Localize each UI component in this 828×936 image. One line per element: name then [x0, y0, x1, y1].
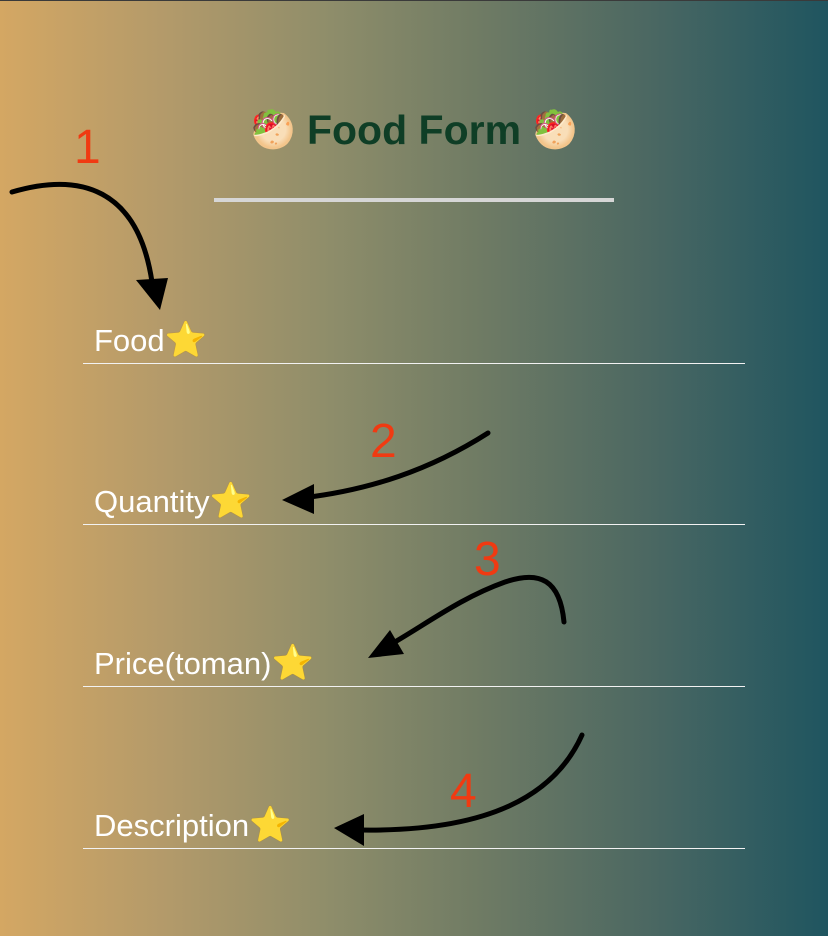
- price-input[interactable]: [83, 642, 749, 688]
- arrow-1-head: [136, 278, 168, 310]
- price-field[interactable]: Price(toman)⭐: [83, 642, 749, 688]
- falafel-wrap-icon: 🥙: [532, 109, 578, 150]
- arrow-4: [357, 732, 585, 833]
- falafel-wrap-icon: 🥙: [250, 109, 296, 150]
- quantity-field[interactable]: Quantity⭐: [83, 480, 749, 526]
- title-text: Food Form: [306, 107, 522, 153]
- annotation-number-4: 4: [450, 765, 477, 818]
- annotation-number-2: 2: [370, 415, 397, 468]
- arrow-4-head: [334, 814, 364, 846]
- arrow-3-head: [368, 630, 404, 658]
- arrow-2-head: [282, 484, 314, 514]
- food-field[interactable]: Food⭐: [83, 319, 749, 365]
- annotation-number-1: 1: [74, 121, 101, 174]
- food-input[interactable]: [83, 319, 749, 365]
- arrow-3: [385, 574, 567, 649]
- arrow-2: [299, 430, 491, 501]
- description-field[interactable]: Description⭐: [83, 804, 749, 850]
- top-divider: [0, 0, 828, 1]
- annotation-number-3: 3: [474, 533, 501, 586]
- arrow-1: [9, 181, 155, 285]
- title-underline: [214, 198, 614, 202]
- quantity-input[interactable]: [83, 480, 749, 526]
- page-title: 🥙 Food Form 🥙: [0, 104, 828, 156]
